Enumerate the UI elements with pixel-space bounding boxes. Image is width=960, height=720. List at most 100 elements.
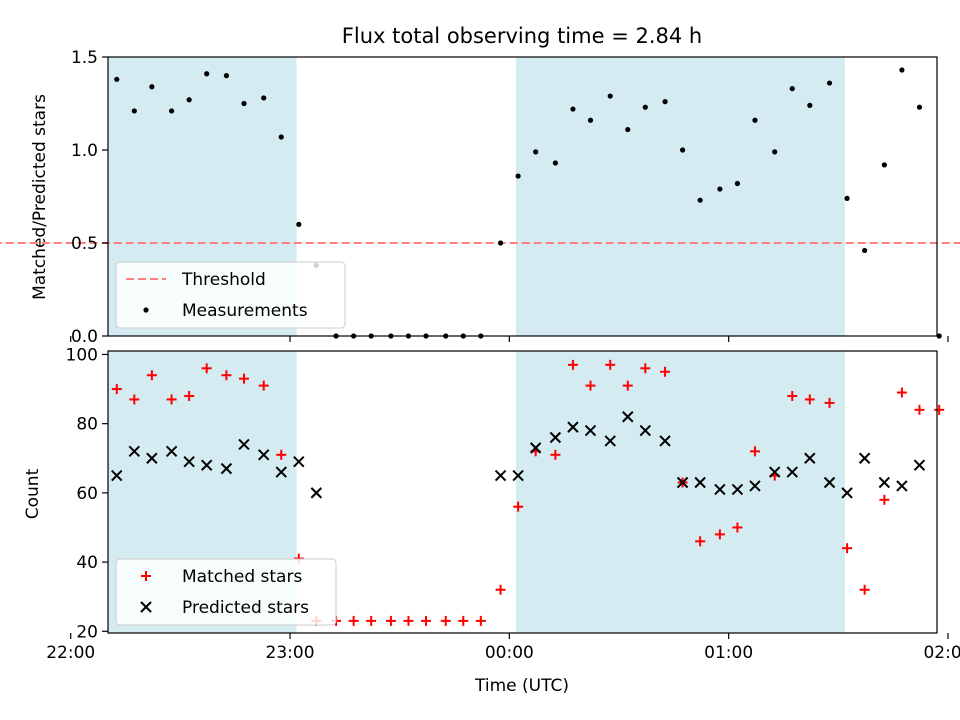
- bottom-series-1-point-31-b: [731, 483, 744, 496]
- bottom-series-1-point-41-b: [913, 459, 926, 471]
- bottom-series-1-point-22: [567, 421, 579, 433]
- bottom-series-0-point-43: [714, 529, 725, 540]
- top-series-0-point-38: [642, 104, 648, 110]
- bottom-series-1-point-6-b: [111, 469, 123, 482]
- top-series-0-point-9: [114, 76, 120, 82]
- bottom-series-0-point-37: [605, 359, 616, 370]
- top-axes-frame: [107, 56, 938, 337]
- top-legend-label-1: Measurements: [182, 301, 308, 321]
- top-series-0-point-52: [899, 67, 905, 73]
- top-series-0-point-49: [844, 195, 850, 201]
- bottom-series-1-point-14: [258, 449, 270, 461]
- top-series-0-point-50: [862, 247, 868, 254]
- top-series-0-point-37: [625, 126, 631, 133]
- bottom-series-0-point-53: [896, 387, 907, 398]
- bottom-series-0-point-19: [276, 449, 287, 460]
- bottom-series-1-point-16-b: [293, 456, 305, 468]
- x-tick-label-4: 02:00: [923, 643, 960, 663]
- bottom-series-1-point-38: [858, 452, 871, 464]
- bottom-series-1-point-39: [878, 476, 891, 489]
- bottom-series-1-point-13: [238, 438, 250, 451]
- bottom-legend-handle-0: [141, 571, 151, 581]
- top-series-0-point-36: [607, 93, 613, 99]
- top-series-0-point-48: [826, 80, 833, 86]
- bottom-series-1-point-25: [622, 411, 634, 423]
- bottom-series-1-point-26: [639, 424, 652, 437]
- top-panel: 0.0 0.5 1.0 1.5 Threshold Measurements: [0, 48, 960, 347]
- top-series-0-point-17: [261, 95, 267, 101]
- x-tick-label-0: 22:00: [46, 643, 95, 663]
- bottom-series-1-point-20-b: [529, 442, 542, 454]
- bottom-series-1-point-24: [604, 435, 616, 447]
- top-legend-label-0: Threshold: [181, 270, 266, 290]
- bottom-series-1-point-41: [913, 459, 926, 471]
- top-series-0-point-46: [789, 86, 795, 92]
- top-series-0-point-32: [533, 149, 539, 155]
- bottom-series-1-point-15: [275, 466, 287, 478]
- bottom-series-0-point-29: [458, 615, 469, 626]
- top-series-0-point-53: [916, 104, 923, 110]
- top-series-0-point-47: [807, 102, 813, 108]
- bottom-series-1-point-13-b: [238, 438, 250, 451]
- bottom-series-0-point-30: [475, 615, 486, 626]
- bottom-shaded-interval-1: [515, 351, 845, 633]
- bottom-series-0-point-42: [695, 536, 706, 547]
- top-shaded-interval-1: [515, 57, 845, 336]
- bottom-series-0-point-44: [732, 522, 743, 533]
- top-legend-box: [115, 261, 346, 329]
- top-y-tick-label-2: 1.0: [71, 141, 98, 161]
- bottom-series-1-point-27: [659, 435, 671, 447]
- bottom-series-1-point-8-b: [146, 452, 158, 464]
- bottom-series-1-point-25-b: [622, 411, 634, 423]
- bottom-series-0-point-52: [879, 494, 890, 505]
- bottom-series-1-point-6: [111, 469, 123, 482]
- bottom-series-0-point-16: [221, 370, 232, 381]
- bottom-series-1-point-37: [841, 487, 853, 499]
- bottom-series-1-point-16: [293, 456, 305, 468]
- x-tick-label-3: 01:00: [704, 643, 753, 663]
- bottom-series-1-point-17: [310, 487, 323, 499]
- top-y-tick-label-1: 0.5: [71, 234, 98, 254]
- bottom-series-1-point-24-b: [604, 435, 616, 447]
- bottom-series-0-point-27: [421, 615, 432, 626]
- bottom-series-1-point-23: [584, 424, 597, 437]
- top-series-0-point-12: [169, 108, 175, 114]
- top-series-0-point-10: [131, 108, 137, 114]
- bottom-series-0-point-48: [804, 394, 815, 405]
- bottom-series-0-point-15: [201, 363, 212, 374]
- top-series-0-point-13: [186, 97, 192, 103]
- top-series-0-point-40: [679, 147, 686, 153]
- bottom-series-1-point-35: [804, 452, 816, 464]
- bottom-series-1-point-38-b: [858, 452, 871, 464]
- bottom-series-1-point-15-b: [275, 466, 287, 478]
- bottom-series-1-point-10: [183, 456, 195, 468]
- bottom-legend-box: [115, 558, 337, 626]
- bottom-series-0-point-32: [513, 501, 524, 512]
- plot-area: 0.0 0.5 1.0 1.5 Threshold Measurements 20 40 60 8…: [0, 48, 960, 663]
- bottom-legend: Matched stars Predicted stars: [115, 558, 337, 626]
- bottom-series-0-point-25: [385, 615, 396, 626]
- bottom-series-1-point-12: [220, 462, 233, 475]
- bottom-series-0-point-47: [787, 390, 798, 401]
- bottom-y-tick-label-4: 100: [66, 345, 98, 365]
- top-y-tick-label-0: 0.0: [71, 327, 98, 347]
- top-y-axis-label: Matched/Predicted stars: [30, 94, 50, 300]
- bottom-series-1-point-33: [769, 466, 781, 478]
- bottom-series-0-point-51: [859, 584, 870, 595]
- top-series-0-point-39: [662, 99, 668, 105]
- bottom-series-0-point-49: [824, 397, 835, 408]
- bottom-series-1-point-35-b: [804, 452, 816, 464]
- bottom-series-1-point-31: [731, 483, 744, 496]
- bottom-y-tick-label-2: 60: [76, 484, 98, 504]
- bottom-series-1-point-32-b: [749, 480, 761, 492]
- bottom-series-0-point-36: [585, 380, 596, 391]
- bottom-series-1-point-39-b: [878, 476, 891, 489]
- bottom-series-0-point-17: [238, 373, 249, 384]
- bottom-series-1-point-20: [529, 442, 542, 454]
- bottom-y-tick-label-0: 20: [76, 622, 98, 642]
- bottom-series-0-point-23: [348, 615, 359, 626]
- bottom-series-0-point-26: [403, 615, 414, 626]
- top-series-0-point-18: [278, 134, 284, 140]
- bottom-y-tick-label-3: 80: [76, 415, 98, 435]
